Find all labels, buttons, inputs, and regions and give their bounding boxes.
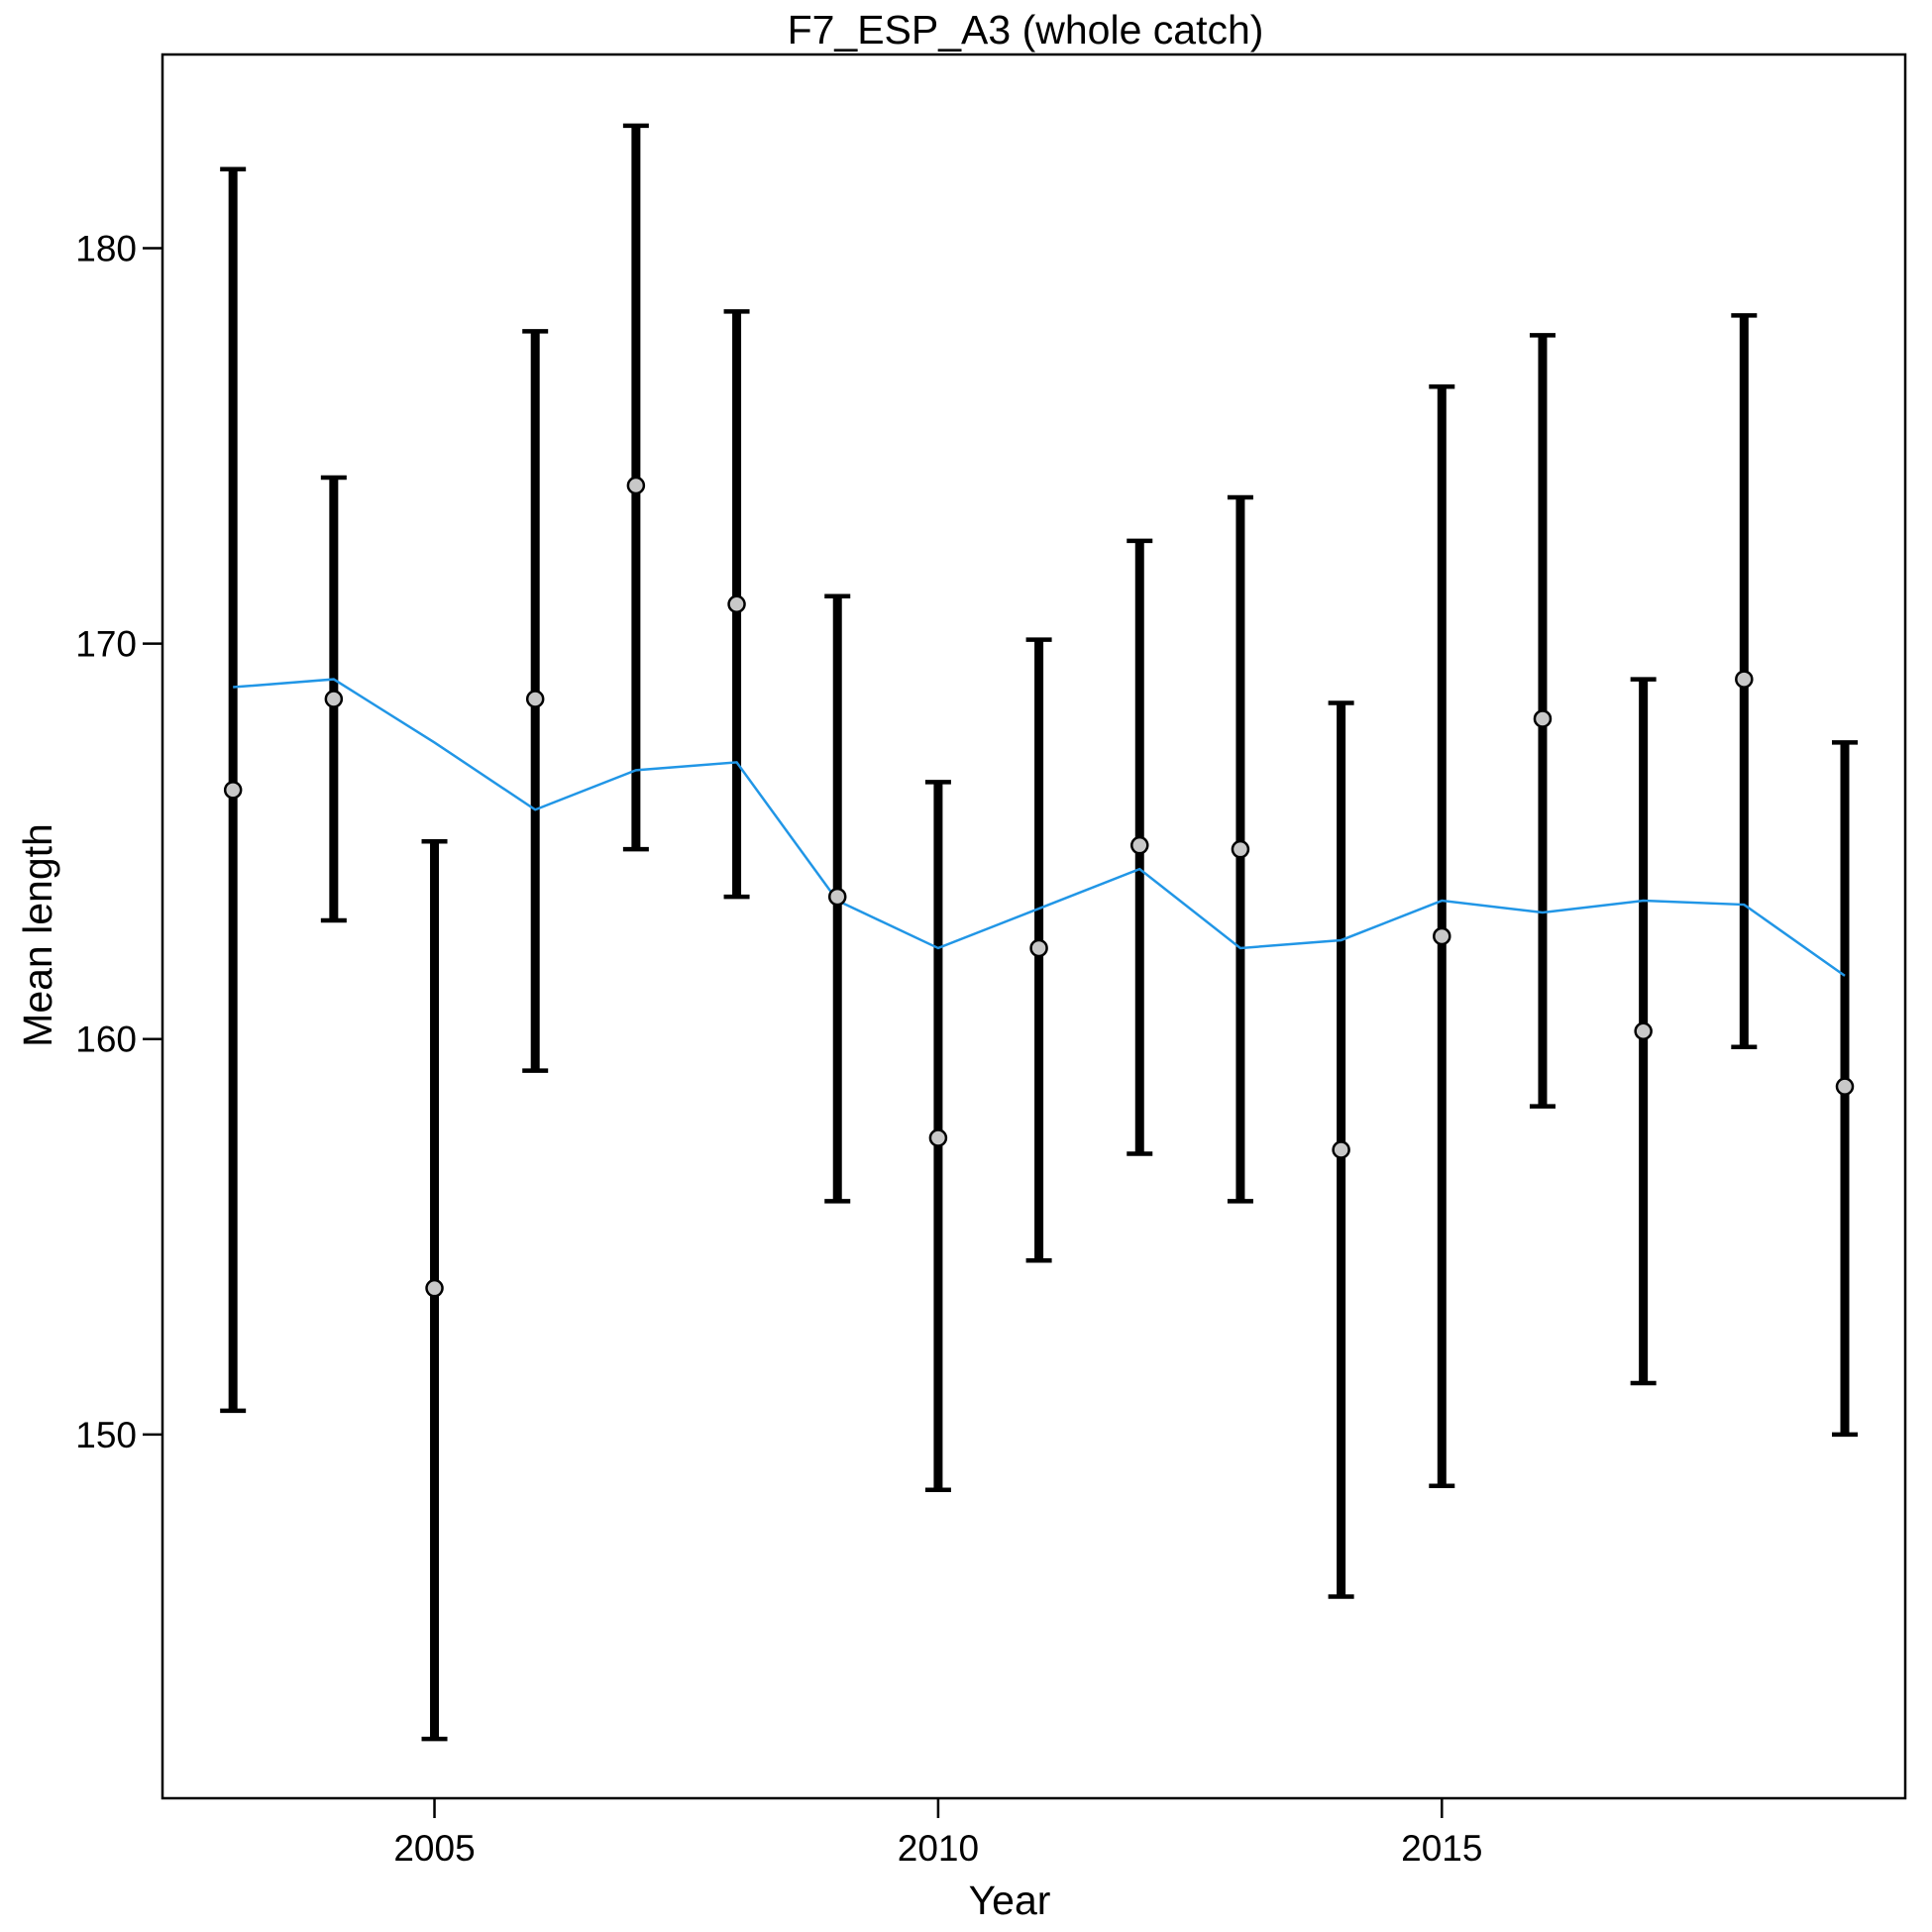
observed-point xyxy=(525,690,545,708)
y-tick-label: 180 xyxy=(75,229,137,269)
observed-point xyxy=(324,690,344,708)
plot-frame xyxy=(161,53,1907,1800)
x-tick-label: 2015 xyxy=(1401,1828,1482,1869)
observed-point xyxy=(1332,1140,1350,1159)
observed-point xyxy=(626,476,646,495)
observed-point xyxy=(1735,670,1754,689)
expected-line xyxy=(233,678,1846,977)
y-tick-label: 150 xyxy=(75,1415,137,1455)
observed-point xyxy=(1029,938,1048,958)
y-axis: 150 160 170 180 xyxy=(75,229,162,1455)
y-tick-label: 160 xyxy=(75,1020,137,1060)
observed-point xyxy=(1634,1021,1653,1041)
observed-point xyxy=(1835,1077,1855,1096)
chart-title: F7_ESP_A3 (whole catch) xyxy=(788,7,1264,53)
y-axis-label: Mean length xyxy=(15,823,60,1047)
observed-point xyxy=(1130,835,1149,855)
observed-point xyxy=(1231,839,1250,859)
x-axis-label: Year xyxy=(969,1878,1051,1923)
x-axis: 2005 2010 2015 xyxy=(393,1798,1482,1869)
error-bars xyxy=(220,123,1858,1742)
observed-point xyxy=(223,781,243,800)
x-tick-label: 2010 xyxy=(898,1828,979,1869)
observed-point xyxy=(1533,709,1553,728)
observed-point xyxy=(425,1278,444,1298)
y-tick-label: 170 xyxy=(75,624,137,665)
observed-point xyxy=(727,594,746,613)
observed-point xyxy=(928,1128,948,1147)
observed-point xyxy=(1433,926,1451,946)
observed-point xyxy=(827,887,847,907)
x-tick-label: 2005 xyxy=(393,1828,475,1869)
observed-points xyxy=(223,476,1855,1298)
